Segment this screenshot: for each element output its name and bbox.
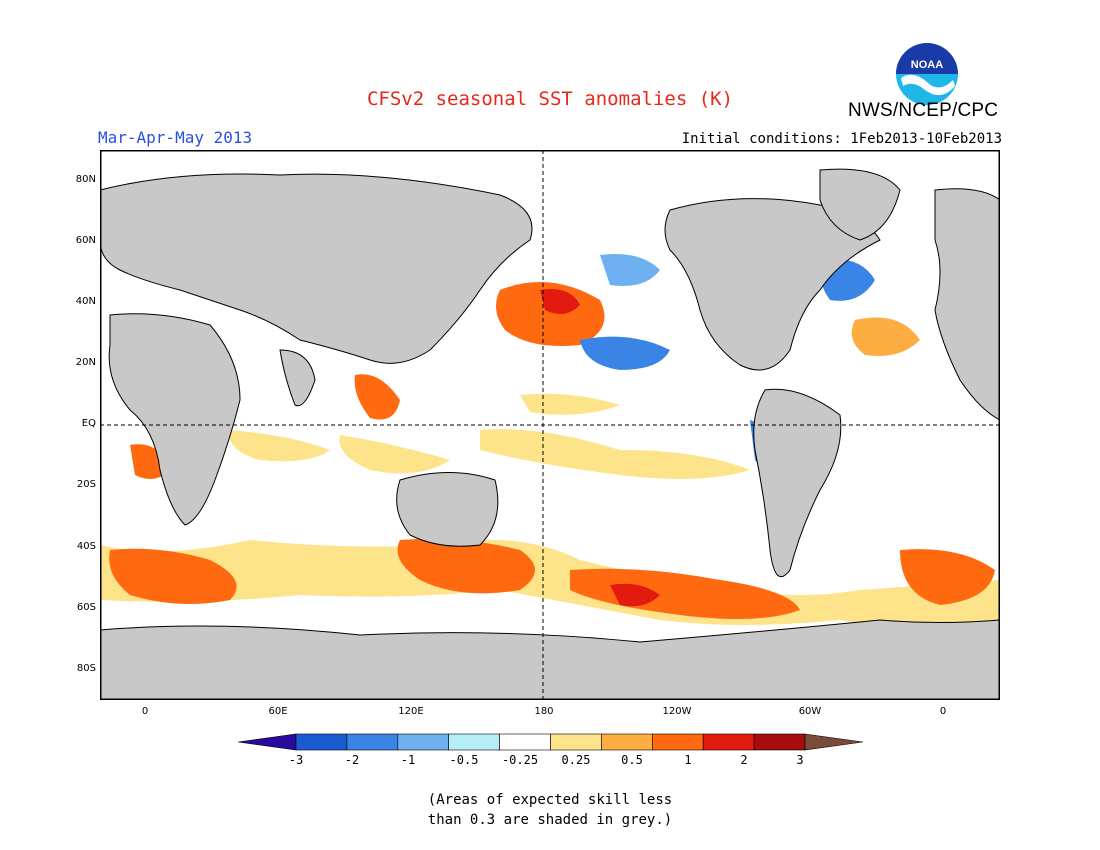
colorbar-swatch <box>499 733 551 751</box>
skill-note-line-2: than 0.3 are shaded in grey.) <box>427 812 673 828</box>
colorbar-swatch <box>550 733 602 751</box>
colorbar-label: 1 <box>684 753 692 767</box>
colorbar-swatch <box>295 733 348 751</box>
colorbar-label: -2 <box>344 753 360 767</box>
organization-label: NWS/NCEP/CPC <box>848 100 999 121</box>
lat-label-40n: 40N <box>75 296 96 307</box>
lat-label-60s: 60S <box>76 602 96 613</box>
colorbar-swatch <box>753 733 806 751</box>
colorbar-swatch <box>397 733 450 751</box>
colorbar-swatch <box>804 733 863 751</box>
anomaly-fields <box>100 183 1000 628</box>
lon-label-180: 180 <box>534 706 554 717</box>
colorbar <box>238 733 863 751</box>
lat-label-80n: 80N <box>75 174 96 185</box>
colorbar-swatches <box>238 733 863 751</box>
lon-label-120e: 120E <box>398 706 424 717</box>
lon-label-120w: 120W <box>662 706 692 717</box>
colorbar-swatch <box>651 733 704 751</box>
colorbar-label: -0.25 <box>501 753 539 767</box>
colorbar-label: -0.5 <box>449 753 479 767</box>
lon-label-60w: 60W <box>798 706 822 717</box>
lat-label-40s: 40S <box>76 541 96 552</box>
colorbar-swatch <box>346 733 399 751</box>
lat-label-20n: 20N <box>75 357 96 368</box>
lon-label-0: 0 <box>141 706 149 717</box>
colorbar-label: -3 <box>288 753 304 767</box>
svg-text:NOAA: NOAA <box>911 59 943 71</box>
colorbar-swatch <box>448 733 500 751</box>
colorbar-swatch <box>601 733 653 751</box>
colorbar-label: 0.25 <box>561 753 591 767</box>
noaa-logo-icon: NOAA <box>896 43 958 105</box>
colorbar-label: 0.5 <box>621 753 643 767</box>
season-label: Mar-Apr-May 2013 <box>98 128 253 147</box>
initial-conditions-label: Initial conditions: 1Feb2013-10Feb2013 <box>681 131 1002 147</box>
lon-label-0-east: 0 <box>939 706 947 717</box>
colorbar-label: -1 <box>400 753 416 767</box>
colorbar-swatch <box>702 733 755 751</box>
land-masses <box>100 168 1000 700</box>
colorbar-label: 2 <box>740 753 748 767</box>
sst-anomaly-map <box>100 150 1000 700</box>
lat-label-80s: 80S <box>76 663 96 674</box>
lon-label-60e: 60E <box>268 706 288 717</box>
chart-title: CFSv2 seasonal SST anomalies (K) <box>366 88 734 110</box>
lat-label-20s: 20S <box>76 479 96 490</box>
lat-label-eq: EQ <box>81 418 96 429</box>
grid-lines <box>100 150 1000 700</box>
colorbar-label: 3 <box>796 753 804 767</box>
colorbar-swatch <box>238 733 297 751</box>
skill-note-line-1: (Areas of expected skill less <box>427 792 673 808</box>
lat-label-60n: 60N <box>75 235 96 246</box>
